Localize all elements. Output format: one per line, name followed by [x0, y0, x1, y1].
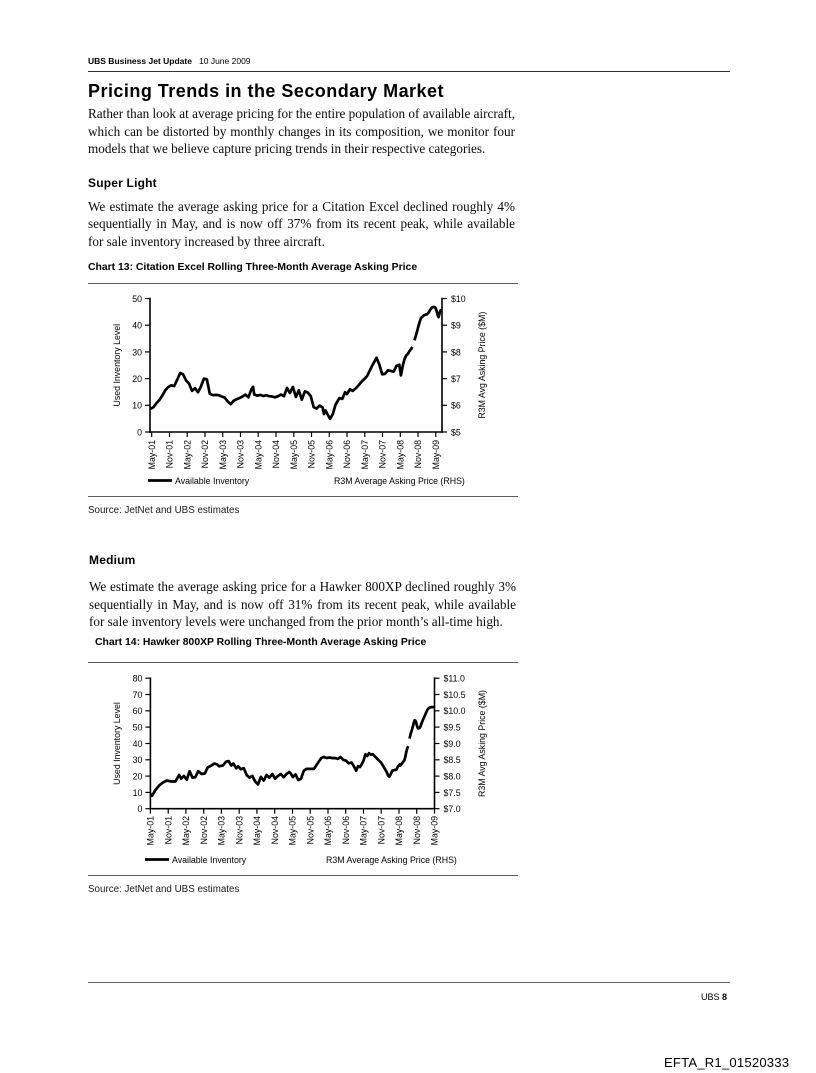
svg-text:30: 30	[132, 347, 142, 357]
svg-text:May-06: May-06	[325, 440, 335, 469]
svg-text:May-04: May-04	[253, 440, 263, 469]
svg-text:$8.0: $8.0	[444, 772, 461, 782]
svg-text:$8: $8	[451, 347, 461, 357]
svg-text:Nov-01: Nov-01	[165, 440, 175, 468]
svg-text:Nov-08: Nov-08	[413, 440, 423, 468]
svg-text:Nov-06: Nov-06	[341, 816, 351, 844]
svg-text:May-09: May-09	[431, 440, 441, 469]
svg-text:10: 10	[133, 788, 143, 798]
svg-text:$7.5: $7.5	[444, 788, 461, 798]
svg-text:0: 0	[137, 427, 142, 437]
svg-text:Available Inventory: Available Inventory	[175, 476, 250, 486]
svg-text:$10.5: $10.5	[444, 690, 466, 700]
svg-text:Nov-02: Nov-02	[200, 440, 210, 468]
svg-text:May-08: May-08	[396, 440, 406, 469]
svg-text:R3M Average Asking Price (RHS): R3M Average Asking Price (RHS)	[334, 476, 465, 486]
svg-text:R3M Avg Asking Price ($M): R3M Avg Asking Price ($M)	[477, 312, 487, 419]
svg-text:May-02: May-02	[182, 440, 192, 469]
svg-text:May-04: May-04	[252, 816, 262, 845]
svg-text:Nov-04: Nov-04	[270, 816, 280, 844]
svg-text:Nov-02: Nov-02	[199, 816, 209, 844]
svg-text:R3M Avg Asking Price ($M): R3M Avg Asking Price ($M)	[477, 690, 487, 797]
svg-text:May-07: May-07	[360, 440, 370, 469]
svg-text:May-03: May-03	[217, 816, 227, 845]
svg-text:20: 20	[132, 374, 142, 384]
svg-text:Nov-03: Nov-03	[236, 440, 246, 468]
svg-text:Available Inventory: Available Inventory	[172, 855, 247, 865]
svg-text:$5: $5	[451, 427, 461, 437]
svg-text:Used Inventory Level: Used Inventory Level	[112, 702, 122, 785]
svg-text:Nov-05: Nov-05	[305, 816, 315, 844]
svg-text:60: 60	[133, 706, 143, 716]
svg-text:Nov-07: Nov-07	[378, 440, 388, 468]
svg-text:0: 0	[137, 804, 142, 814]
svg-text:May-02: May-02	[181, 816, 191, 845]
svg-text:Nov-07: Nov-07	[376, 816, 386, 844]
svg-text:Nov-06: Nov-06	[342, 440, 352, 468]
svg-text:$9: $9	[451, 321, 461, 331]
svg-text:$8.5: $8.5	[444, 755, 461, 765]
svg-text:Nov-05: Nov-05	[307, 440, 317, 468]
svg-text:Nov-08: Nov-08	[412, 816, 422, 844]
svg-text:50: 50	[133, 723, 143, 733]
svg-text:May-09: May-09	[430, 816, 440, 845]
svg-text:40: 40	[133, 739, 143, 749]
svg-text:10: 10	[132, 401, 142, 411]
svg-text:May-08: May-08	[394, 816, 404, 845]
svg-text:80: 80	[133, 674, 143, 684]
svg-text:$6: $6	[451, 401, 461, 411]
svg-text:$7: $7	[451, 374, 461, 384]
svg-text:70: 70	[133, 690, 143, 700]
svg-text:20: 20	[133, 772, 143, 782]
svg-text:May-05: May-05	[289, 440, 299, 469]
svg-text:$10.0: $10.0	[444, 706, 466, 716]
svg-text:May-06: May-06	[323, 816, 333, 845]
svg-text:$11.0: $11.0	[444, 674, 465, 684]
svg-text:May-01: May-01	[147, 440, 157, 469]
svg-text:30: 30	[133, 755, 143, 765]
svg-text:May-03: May-03	[218, 440, 228, 469]
svg-text:$9.5: $9.5	[444, 723, 461, 733]
svg-text:40: 40	[132, 321, 142, 331]
svg-text:Used Inventory Level: Used Inventory Level	[112, 324, 122, 407]
svg-text:May-01: May-01	[146, 816, 156, 845]
svg-text:$9.0: $9.0	[444, 739, 461, 749]
svg-text:May-05: May-05	[288, 816, 298, 845]
svg-text:May-07: May-07	[359, 816, 369, 845]
svg-text:R3M Average Asking Price (RHS): R3M Average Asking Price (RHS)	[326, 855, 457, 865]
svg-text:$10: $10	[451, 294, 466, 304]
svg-text:Nov-01: Nov-01	[163, 816, 173, 844]
svg-text:Nov-04: Nov-04	[271, 440, 281, 468]
svg-text:Nov-03: Nov-03	[234, 816, 244, 844]
svg-text:$7.0: $7.0	[444, 804, 461, 814]
svg-text:50: 50	[132, 294, 142, 304]
